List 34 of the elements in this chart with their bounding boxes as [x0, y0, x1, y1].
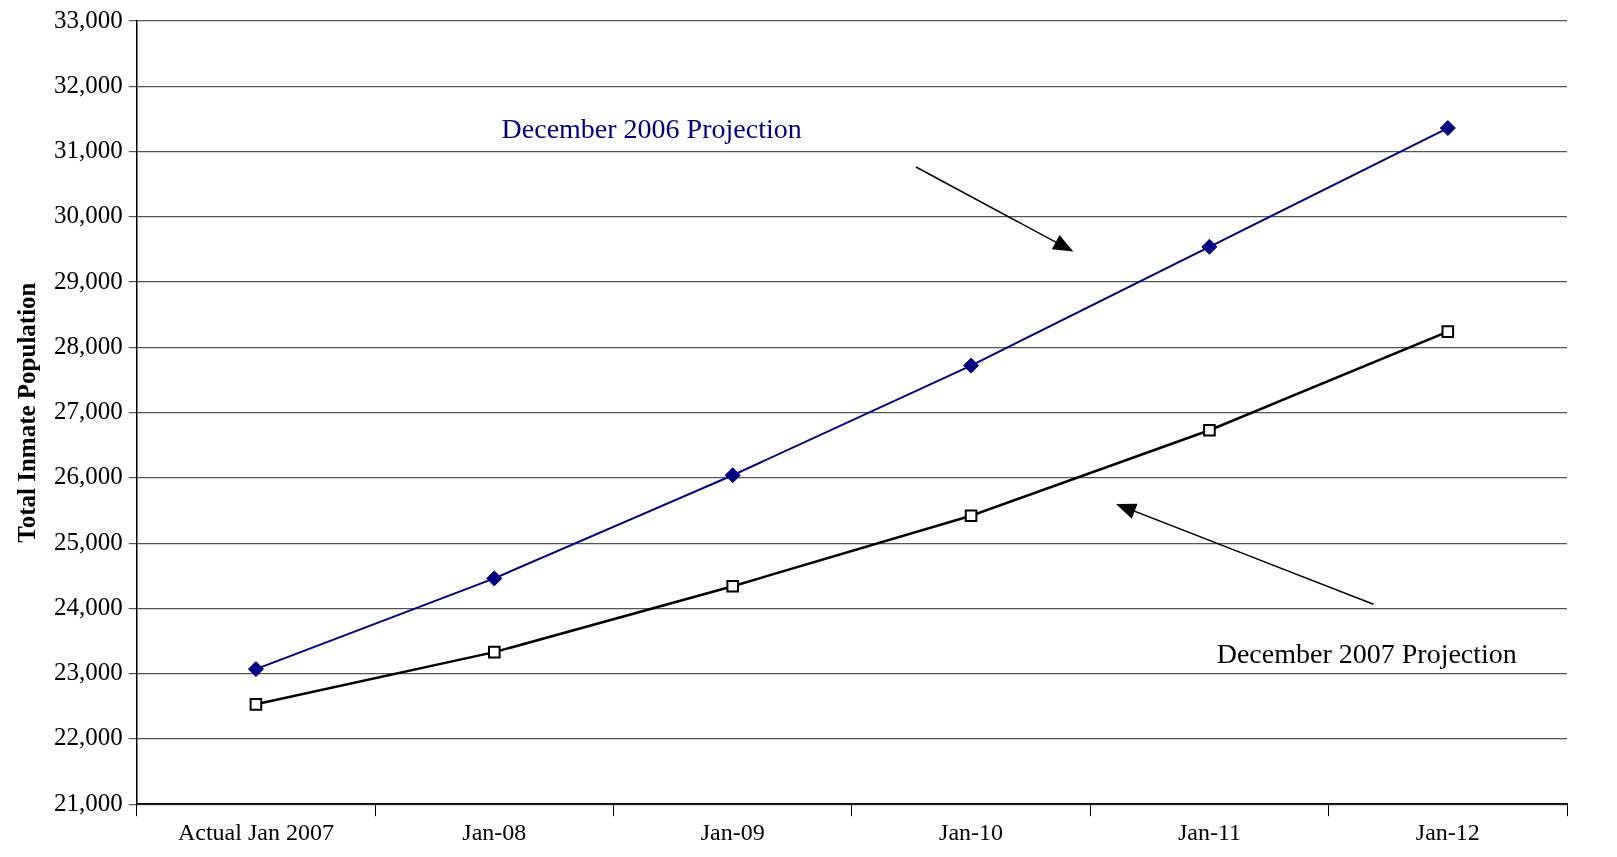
y-axis-title: Total Inmate Population — [13, 282, 41, 543]
point — [1441, 325, 1455, 338]
y-tick-label: 26,000 — [54, 462, 123, 490]
y-tick-label: 23,000 — [54, 658, 123, 686]
point — [488, 645, 501, 659]
x-tick-label: Jan-10 — [939, 818, 1004, 845]
y-tick-label: 25,000 — [54, 527, 123, 555]
point — [249, 698, 263, 711]
point — [724, 467, 741, 484]
point — [726, 579, 739, 593]
point — [486, 570, 503, 587]
y-tick-label: 29,000 — [54, 266, 123, 294]
y-tick-label: 21,000 — [54, 788, 123, 816]
y-tick-label: 28,000 — [54, 331, 123, 359]
point — [964, 509, 978, 523]
x-tick-label: Actual Jan 2007 — [177, 818, 334, 845]
text: December 2007 Projection — [1216, 637, 1517, 669]
point — [1203, 423, 1216, 437]
x-tick-label: Jan-12 — [1415, 818, 1480, 845]
point — [963, 357, 980, 374]
point — [1439, 120, 1456, 137]
x-tick-label: Jan-09 — [700, 818, 765, 845]
x-tick-label: Jan-11 — [1177, 818, 1241, 845]
y-tick-label: 33,000 — [54, 5, 123, 33]
y-tick-label: 27,000 — [54, 397, 123, 425]
y-tick-label: 24,000 — [54, 592, 123, 620]
y-tick-label: 22,000 — [54, 723, 123, 751]
x-tick-label: Jan-08 — [462, 818, 527, 845]
y-tick-label: 32,000 — [54, 70, 123, 98]
y-tick-label: 30,000 — [54, 201, 123, 229]
point — [1201, 238, 1218, 255]
point — [247, 661, 264, 678]
y-tick-label: 31,000 — [54, 136, 123, 164]
text: December 2006 Projection — [501, 113, 802, 145]
